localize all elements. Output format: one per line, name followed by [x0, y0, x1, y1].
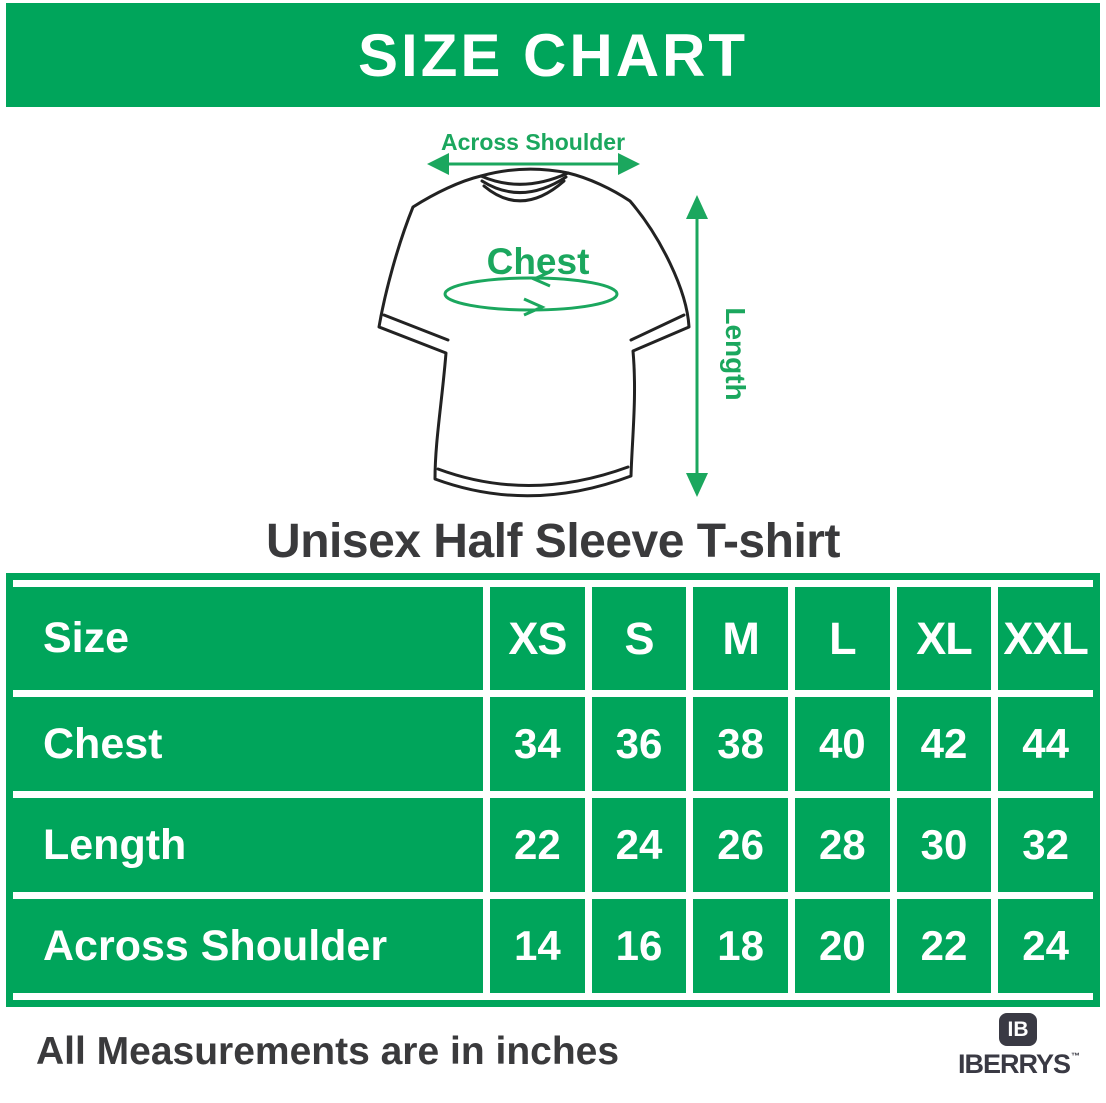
- collar-rib-line-1: [479, 171, 570, 186]
- tshirt-diagram-svg: Across Shoulder Chest Length: [377, 129, 751, 498]
- chest-measure-ellipse: [443, 276, 619, 312]
- brand-monogram-text: IB: [1007, 1017, 1029, 1041]
- right-cuff-line: [629, 313, 686, 342]
- trademark-symbol: ™: [1071, 1051, 1080, 1061]
- shoulder-value-xxl: 24: [998, 899, 1093, 993]
- brand-logo: IB IBERRYS™: [958, 1013, 1080, 1080]
- chest-label: Chest: [487, 241, 590, 282]
- shoulder-value-l: 20: [794, 899, 890, 993]
- length-label: Length: [720, 307, 751, 400]
- chest-arrowhead-right-icon: [523, 297, 546, 317]
- chest-value-m: 38: [693, 697, 788, 791]
- chest-value-s: 36: [591, 697, 687, 791]
- length-value-xl: 30: [896, 798, 992, 892]
- table-header-xxl: XXL: [998, 587, 1093, 690]
- brand-name: IBERRYS™: [957, 1049, 1080, 1080]
- collar-rib-line-2: [480, 175, 568, 194]
- header-banner: SIZE CHART: [6, 3, 1100, 107]
- row-label-across-shoulder: Across Shoulder: [13, 899, 483, 993]
- brand-name-text: IBERRYS: [957, 1049, 1071, 1079]
- across-shoulder-arrowhead-left-icon: [427, 153, 449, 175]
- row-label-length: Length: [13, 798, 483, 892]
- across-shoulder-arrowhead-right-icon: [618, 153, 640, 175]
- across-shoulder-label: Across Shoulder: [441, 129, 625, 155]
- length-arrowhead-bottom-icon: [686, 473, 708, 497]
- table-header-xs: XS: [490, 587, 585, 690]
- chest-value-xxl: 44: [998, 697, 1093, 791]
- shoulder-value-xl: 22: [896, 899, 992, 993]
- hem-inner-line: [436, 465, 630, 487]
- table-header-m: M: [693, 587, 788, 690]
- collar-outer-line: [482, 179, 566, 203]
- measurement-annotations: Across Shoulder Chest Length: [427, 129, 751, 497]
- length-value-l: 28: [794, 798, 890, 892]
- length-arrowhead-top-icon: [686, 195, 708, 219]
- table-header-s: S: [591, 587, 687, 690]
- size-table: Size XS S M L XL XXL Chest 34 36 38 40 4…: [6, 573, 1100, 1007]
- chest-value-l: 40: [794, 697, 890, 791]
- shoulder-value-m: 18: [693, 899, 788, 993]
- length-value-xs: 22: [490, 798, 585, 892]
- table-header-size: Size: [13, 587, 483, 690]
- table-header-l: L: [794, 587, 890, 690]
- page-title: SIZE CHART: [358, 21, 748, 89]
- chest-value-xs: 34: [490, 697, 585, 791]
- length-value-m: 26: [693, 798, 788, 892]
- left-cuff-line: [382, 313, 450, 342]
- row-label-chest: Chest: [13, 697, 483, 791]
- shoulder-value-s: 16: [591, 899, 687, 993]
- length-value-s: 24: [591, 798, 687, 892]
- measurement-note: All Measurements are in inches: [36, 1030, 620, 1073]
- tshirt-diagram: Across Shoulder Chest Length: [338, 122, 762, 520]
- tshirt-illustration: [377, 167, 691, 498]
- shoulder-value-xs: 14: [490, 899, 585, 993]
- chest-value-xl: 42: [896, 697, 992, 791]
- brand-monogram-icon: IB: [999, 1013, 1037, 1046]
- tshirt-body-outline: [377, 167, 691, 498]
- table-header-xl: XL: [896, 587, 992, 690]
- size-table-grid: Size XS S M L XL XXL Chest 34 36 38 40 4…: [13, 587, 1093, 993]
- length-value-xxl: 32: [998, 798, 1093, 892]
- chest-arrowhead-left-icon: [530, 270, 551, 288]
- product-title: Unisex Half Sleeve T-shirt: [266, 515, 840, 568]
